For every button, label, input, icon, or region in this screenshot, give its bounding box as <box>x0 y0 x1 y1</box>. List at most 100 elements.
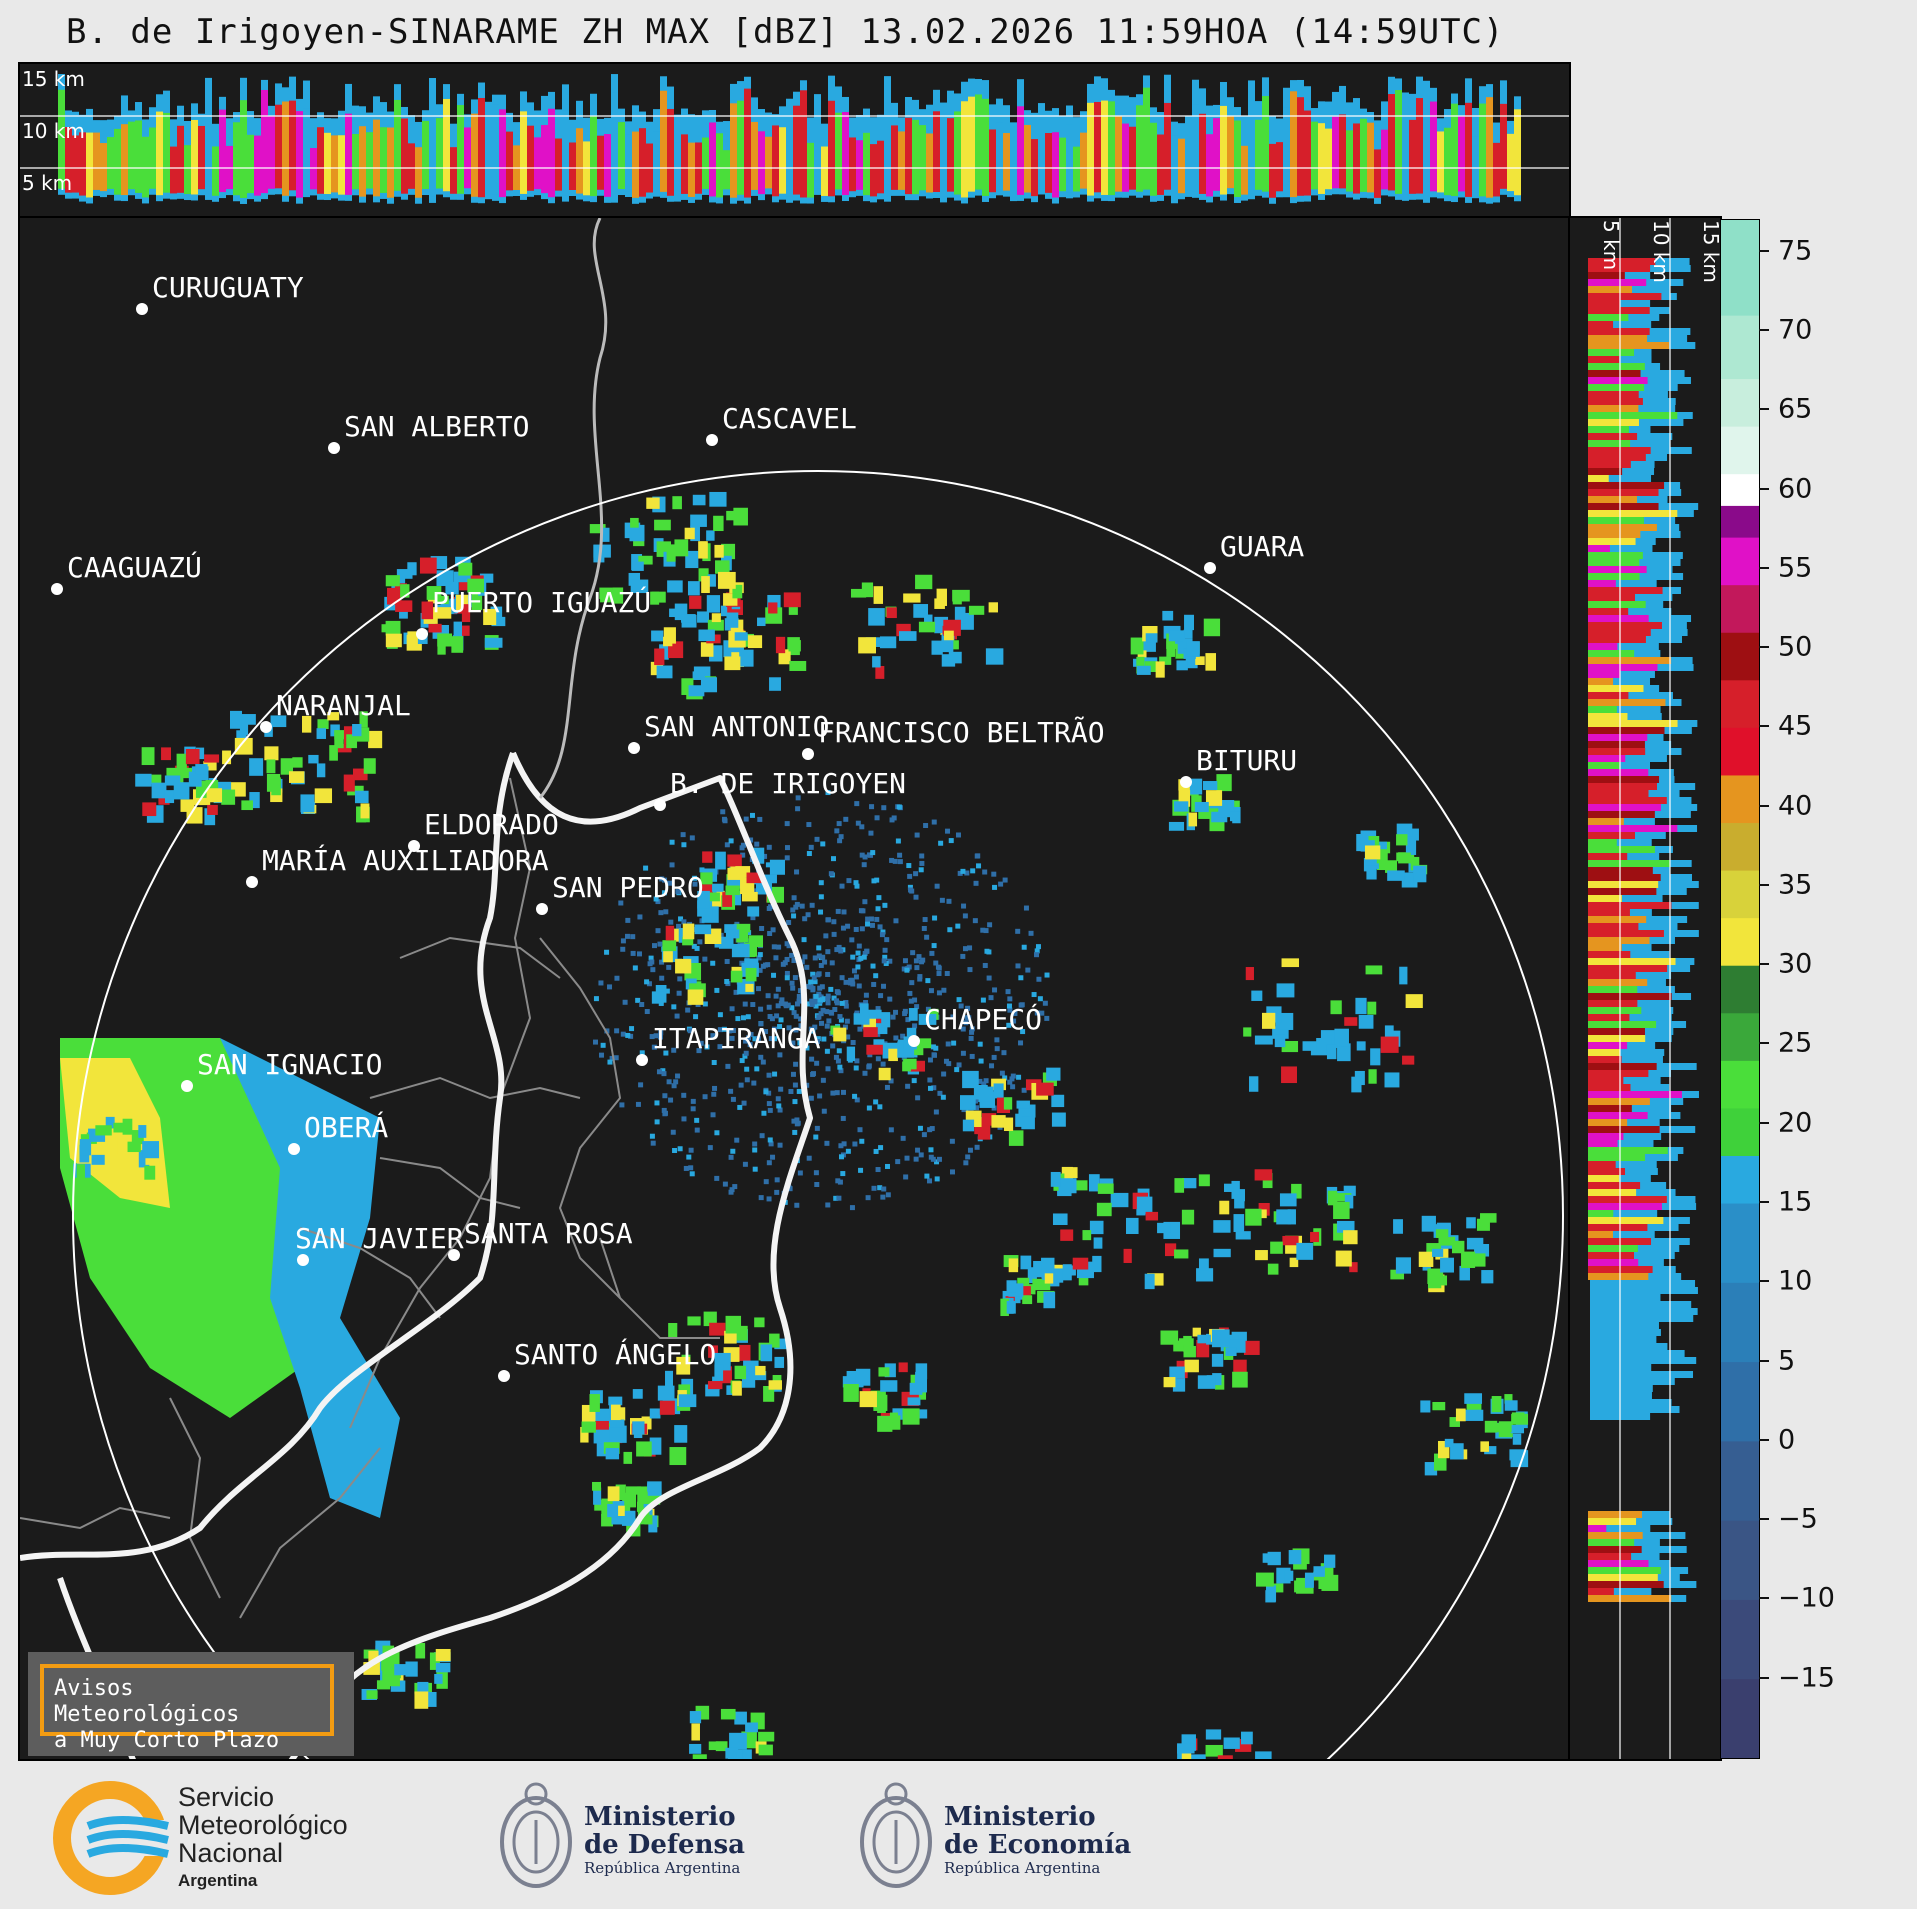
side-echo-core <box>1588 1525 1607 1532</box>
clutter-cell <box>877 1185 883 1191</box>
echo-cell <box>630 579 649 594</box>
echo-cell <box>612 587 624 604</box>
clutter-cell <box>794 1121 800 1127</box>
clutter-cell <box>896 804 902 810</box>
echo-cell <box>1438 1440 1450 1459</box>
clutter-cell <box>649 1133 655 1139</box>
clutter-cell <box>840 1171 846 1177</box>
clutter-cell <box>848 980 854 986</box>
top-echo-core <box>1325 128 1332 190</box>
top-echo-core <box>107 137 114 189</box>
top-echo-core <box>1388 94 1395 191</box>
clutter-cell <box>927 1127 933 1133</box>
clutter-cell <box>774 1013 780 1019</box>
clutter-cell <box>820 1077 826 1083</box>
clutter-cell <box>702 956 708 962</box>
clutter-cell <box>854 1058 860 1064</box>
clutter-cell <box>909 980 915 986</box>
side-echo-row <box>1590 643 1659 650</box>
clutter-cell <box>852 1093 858 1099</box>
echo-cell <box>1202 781 1218 791</box>
echo-cell <box>1330 1000 1342 1015</box>
clutter-cell <box>881 805 887 811</box>
echo-cell <box>861 582 874 598</box>
echo-cell <box>689 1743 702 1754</box>
echo-cell <box>164 775 181 786</box>
clutter-cell <box>897 859 903 865</box>
echo-cell <box>853 1013 870 1025</box>
top-echo-core <box>1136 105 1143 192</box>
echo-cell <box>707 574 716 587</box>
side-echo-core <box>1588 454 1646 461</box>
echo-cell <box>637 1486 648 1505</box>
clutter-cell <box>759 925 765 931</box>
echo-cell <box>593 1426 611 1444</box>
clutter-cell <box>840 925 846 931</box>
clutter-cell <box>671 1004 677 1010</box>
clutter-cell <box>678 916 684 922</box>
side-echo-core <box>1588 1217 1664 1224</box>
echo-cell <box>1110 1192 1129 1208</box>
clutter-cell <box>625 917 631 923</box>
clutter-cell <box>941 1071 947 1077</box>
echo-cell <box>188 771 202 787</box>
echo-cell <box>363 758 376 774</box>
echo-cell <box>605 1448 620 1460</box>
top-echo-core <box>1052 132 1059 198</box>
echo-cell <box>948 651 962 664</box>
top-echo-core <box>1255 119 1262 190</box>
echo-cell <box>902 1061 912 1072</box>
clutter-cell <box>758 1006 764 1012</box>
clutter-cell <box>791 913 797 919</box>
echo-cell <box>1438 1236 1456 1246</box>
echo-cell <box>479 573 494 583</box>
colorbar-tick-label: 30 <box>1778 948 1813 980</box>
clutter-cell <box>825 949 831 955</box>
echo-cell <box>1245 1208 1262 1226</box>
side-echo-core <box>1588 447 1651 454</box>
clutter-cell <box>763 1179 769 1185</box>
echo-cell <box>977 1126 991 1140</box>
top-echo-core <box>1472 136 1479 193</box>
clutter-cell <box>825 1066 831 1072</box>
city-label: SAN IGNACIO <box>197 1048 382 1081</box>
clutter-cell <box>809 902 815 908</box>
clutter-cell <box>674 1013 680 1019</box>
echo-cell <box>1251 990 1263 1001</box>
echo-cell <box>292 757 303 768</box>
side-echo-row <box>1590 1315 1694 1322</box>
echo-cell <box>703 892 720 902</box>
clutter-cell <box>744 1077 750 1083</box>
top-echo-core <box>772 125 779 197</box>
side-echo-core <box>1588 1259 1639 1266</box>
clutter-cell <box>742 1001 748 1007</box>
echo-cell <box>722 892 733 907</box>
echo-cell <box>1136 656 1145 674</box>
side-echo-core <box>1588 923 1639 930</box>
clutter-cell <box>986 975 992 981</box>
top-echo-core <box>793 105 800 195</box>
clutter-cell <box>797 1040 803 1046</box>
colorbar-tick-mark <box>1759 408 1769 411</box>
clutter-cell <box>666 880 672 886</box>
side-echo-core <box>1588 1252 1635 1259</box>
echo-cell <box>1387 870 1405 881</box>
clutter-cell <box>687 1028 693 1034</box>
echo-cell <box>186 807 203 824</box>
side-echo-core <box>1588 1203 1662 1210</box>
clutter-cell <box>900 1033 906 1039</box>
clutter-cell <box>943 1058 949 1064</box>
side-echo-core <box>1588 678 1614 685</box>
clutter-cell <box>868 916 874 922</box>
echo-cell <box>698 541 708 559</box>
colorbar-step <box>1721 1678 1759 1758</box>
top-echo-core <box>737 100 744 195</box>
top-echo-core <box>1395 90 1402 194</box>
clutter-cell <box>837 1064 843 1070</box>
clutter-cell <box>936 971 942 977</box>
clutter-cell <box>817 1093 823 1099</box>
echo-cell <box>249 758 264 776</box>
clutter-cell <box>780 961 786 967</box>
clutter-cell <box>950 1014 956 1020</box>
city-label: MARÍA AUXILIADORA <box>262 843 549 877</box>
